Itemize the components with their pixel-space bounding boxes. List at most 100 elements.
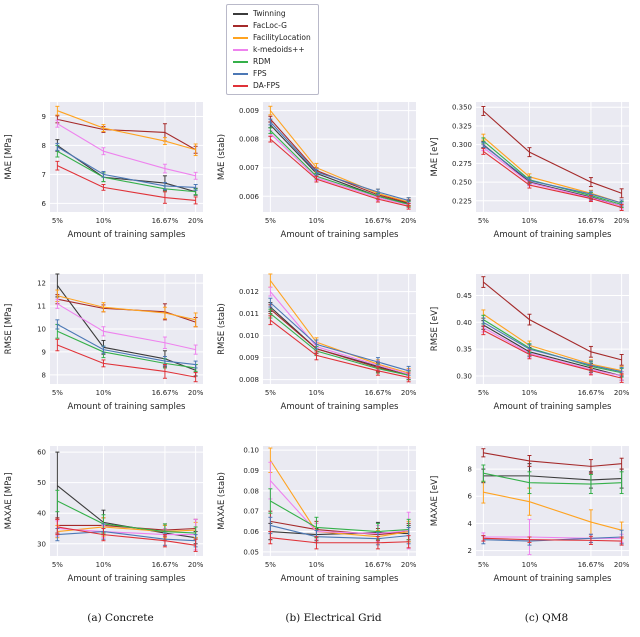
- legend-line-swatch: [233, 60, 248, 63]
- svg-text:8: 8: [42, 371, 46, 379]
- svg-text:5%: 5%: [265, 217, 276, 225]
- chart-electrical-grid-maxae: 0.05 0.06 0.07 0.08 0.09 0.10 5% 10% 16.67% 20%Am…: [217, 446, 417, 584]
- subplot-qm8-rmse: 0.30 0.35 0.40 0.45 5% 10% 16.67% 20% Amount of …: [426, 266, 639, 438]
- svg-text:MAXAE [eV]: MAXAE [eV]: [430, 476, 440, 527]
- svg-text:0.009: 0.009: [239, 354, 259, 362]
- svg-text:2: 2: [468, 547, 472, 555]
- legend-label: k-medoids++: [253, 45, 305, 54]
- svg-text:MAXAE [MPa]: MAXAE [MPa]: [4, 473, 14, 530]
- svg-text:7: 7: [42, 171, 46, 179]
- svg-text:6: 6: [468, 493, 473, 501]
- svg-text:Amount of training samples: Amount of training samples: [281, 402, 400, 412]
- chart-grid: 6 7 8 9 5% 10% 16.67% 20% Amount of training sam…: [0, 94, 640, 610]
- svg-text:0.45: 0.45: [456, 292, 472, 300]
- svg-text:10: 10: [37, 326, 46, 334]
- svg-text:MAE [eV]: MAE [eV]: [430, 138, 440, 177]
- legend-entry: RDM: [233, 56, 311, 67]
- chart-concrete-rmse: 8 9 10 11 12 5% 10% 16.67% 20%Amount of training…: [4, 273, 204, 412]
- svg-text:5%: 5%: [52, 217, 63, 225]
- svg-text:0.09: 0.09: [243, 467, 259, 475]
- svg-text:0.40: 0.40: [456, 319, 472, 327]
- svg-text:0.010: 0.010: [239, 332, 259, 340]
- svg-text:20%: 20%: [614, 217, 630, 225]
- legend-line-swatch: [233, 12, 248, 15]
- svg-text:Amount of training samples: Amount of training samples: [281, 230, 400, 240]
- svg-text:0.300: 0.300: [452, 141, 472, 149]
- svg-text:20%: 20%: [188, 561, 204, 569]
- svg-text:12: 12: [37, 280, 46, 288]
- svg-text:16.67%: 16.67%: [152, 217, 179, 225]
- subplot-qm8-maxae: 2 4 6 8 5% 10% 16.67% 20% Amount of training sam…: [426, 438, 639, 610]
- svg-text:10%: 10%: [522, 561, 538, 569]
- svg-text:20%: 20%: [401, 561, 417, 569]
- svg-text:20%: 20%: [614, 561, 630, 569]
- legend-entry: FPS: [233, 68, 311, 79]
- caption-qm8: (c) QM8: [524, 612, 569, 624]
- svg-text:Amount of training samples: Amount of training samples: [68, 574, 187, 584]
- caption-concrete: (a) Concrete: [87, 612, 154, 624]
- legend-label: DA-FPS: [253, 81, 280, 90]
- svg-text:5%: 5%: [478, 561, 489, 569]
- svg-text:5%: 5%: [478, 217, 489, 225]
- svg-text:16.67%: 16.67%: [365, 389, 392, 397]
- svg-text:0.07: 0.07: [243, 508, 259, 516]
- svg-text:0.250: 0.250: [452, 179, 472, 187]
- svg-text:16.67%: 16.67%: [578, 217, 605, 225]
- svg-text:50: 50: [37, 479, 46, 487]
- subplot-concrete-rmse: 8 9 10 11 12 5% 10% 16.67% 20% Amount of training…: [0, 266, 213, 438]
- svg-text:0.008: 0.008: [239, 376, 259, 384]
- svg-text:5%: 5%: [478, 389, 489, 397]
- svg-text:0.006: 0.006: [239, 193, 260, 201]
- chart-qm8-maxae: 2 4 6 8 5% 10% 16.67% 20%Amount of training sam…: [430, 446, 630, 584]
- svg-text:0.30: 0.30: [456, 372, 472, 380]
- svg-text:5%: 5%: [265, 389, 276, 397]
- svg-text:0.08: 0.08: [243, 487, 259, 495]
- legend-entry: Twinning: [233, 8, 311, 19]
- svg-text:20%: 20%: [401, 217, 417, 225]
- chart-qm8-mae: 0.225 0.250 0.275 0.300 0.325 0.350 5% 10% 16.67…: [430, 102, 630, 240]
- svg-text:20%: 20%: [188, 217, 204, 225]
- svg-text:0.008: 0.008: [239, 136, 259, 144]
- legend-entry: FacLoc-G: [233, 20, 311, 31]
- svg-text:16.67%: 16.67%: [152, 561, 179, 569]
- svg-text:11: 11: [37, 303, 46, 311]
- svg-text:10%: 10%: [309, 217, 325, 225]
- svg-text:6: 6: [42, 200, 47, 208]
- svg-text:9: 9: [42, 348, 46, 356]
- svg-text:Amount of training samples: Amount of training samples: [68, 402, 187, 412]
- svg-text:5%: 5%: [52, 389, 63, 397]
- legend-label: FacilityLocation: [253, 33, 311, 42]
- captions-row: (a) Concrete (b) Electrical Grid (c) QM8: [0, 612, 640, 624]
- svg-text:8: 8: [468, 466, 472, 474]
- svg-text:MAXAE (stab): MAXAE (stab): [217, 472, 227, 530]
- svg-text:10%: 10%: [522, 389, 538, 397]
- svg-text:RMSE [eV]: RMSE [eV]: [430, 307, 440, 351]
- svg-text:Amount of training samples: Amount of training samples: [281, 574, 400, 584]
- svg-text:16.67%: 16.67%: [578, 561, 605, 569]
- svg-text:RMSE (stab): RMSE (stab): [217, 303, 227, 355]
- svg-text:0.06: 0.06: [243, 528, 259, 536]
- svg-text:10%: 10%: [309, 561, 325, 569]
- svg-text:10%: 10%: [96, 389, 112, 397]
- svg-text:0.35: 0.35: [456, 346, 472, 354]
- legend-line-swatch: [233, 72, 248, 75]
- legend-label: FPS: [253, 69, 267, 78]
- subplot-concrete-mae: 6 7 8 9 5% 10% 16.67% 20% Amount of training sam…: [0, 94, 213, 266]
- svg-text:Amount of training samples: Amount of training samples: [494, 574, 613, 584]
- svg-text:16.67%: 16.67%: [578, 389, 605, 397]
- subplot-electrical-grid-mae: 0.006 0.007 0.008 0.009 5% 10% 16.67% 20% Amount…: [213, 94, 426, 266]
- svg-text:10%: 10%: [522, 217, 538, 225]
- svg-text:40: 40: [37, 510, 46, 518]
- chart-legend: Twinning FacLoc-G FacilityLocation k-medoid…: [226, 4, 319, 95]
- legend-line-swatch: [233, 36, 248, 39]
- svg-text:0.012: 0.012: [239, 288, 259, 296]
- svg-text:0.325: 0.325: [452, 122, 472, 130]
- svg-text:8: 8: [42, 142, 46, 150]
- legend-entry: DA-FPS: [233, 80, 311, 91]
- svg-text:5%: 5%: [52, 561, 63, 569]
- chart-electrical-grid-mae: 0.006 0.007 0.008 0.009 5% 10% 16.67% 20%Amount…: [217, 102, 417, 240]
- svg-text:Amount of training samples: Amount of training samples: [68, 230, 187, 240]
- svg-text:RMSE [MPa]: RMSE [MPa]: [4, 304, 14, 355]
- legend-line-swatch: [233, 24, 248, 27]
